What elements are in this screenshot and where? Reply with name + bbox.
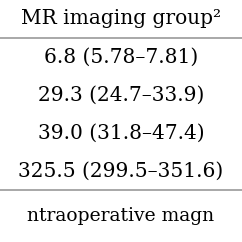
Text: 6.8 (5.78–7.81): 6.8 (5.78–7.81) [44,47,198,67]
Text: ntraoperative magn: ntraoperative magn [27,207,215,225]
Text: 39.0 (31.8–47.4): 39.0 (31.8–47.4) [38,123,204,143]
Text: 325.5 (299.5–351.6): 325.5 (299.5–351.6) [18,161,224,181]
Text: 29.3 (24.7–33.9): 29.3 (24.7–33.9) [38,85,204,105]
Text: MR imaging group²: MR imaging group² [21,9,221,29]
